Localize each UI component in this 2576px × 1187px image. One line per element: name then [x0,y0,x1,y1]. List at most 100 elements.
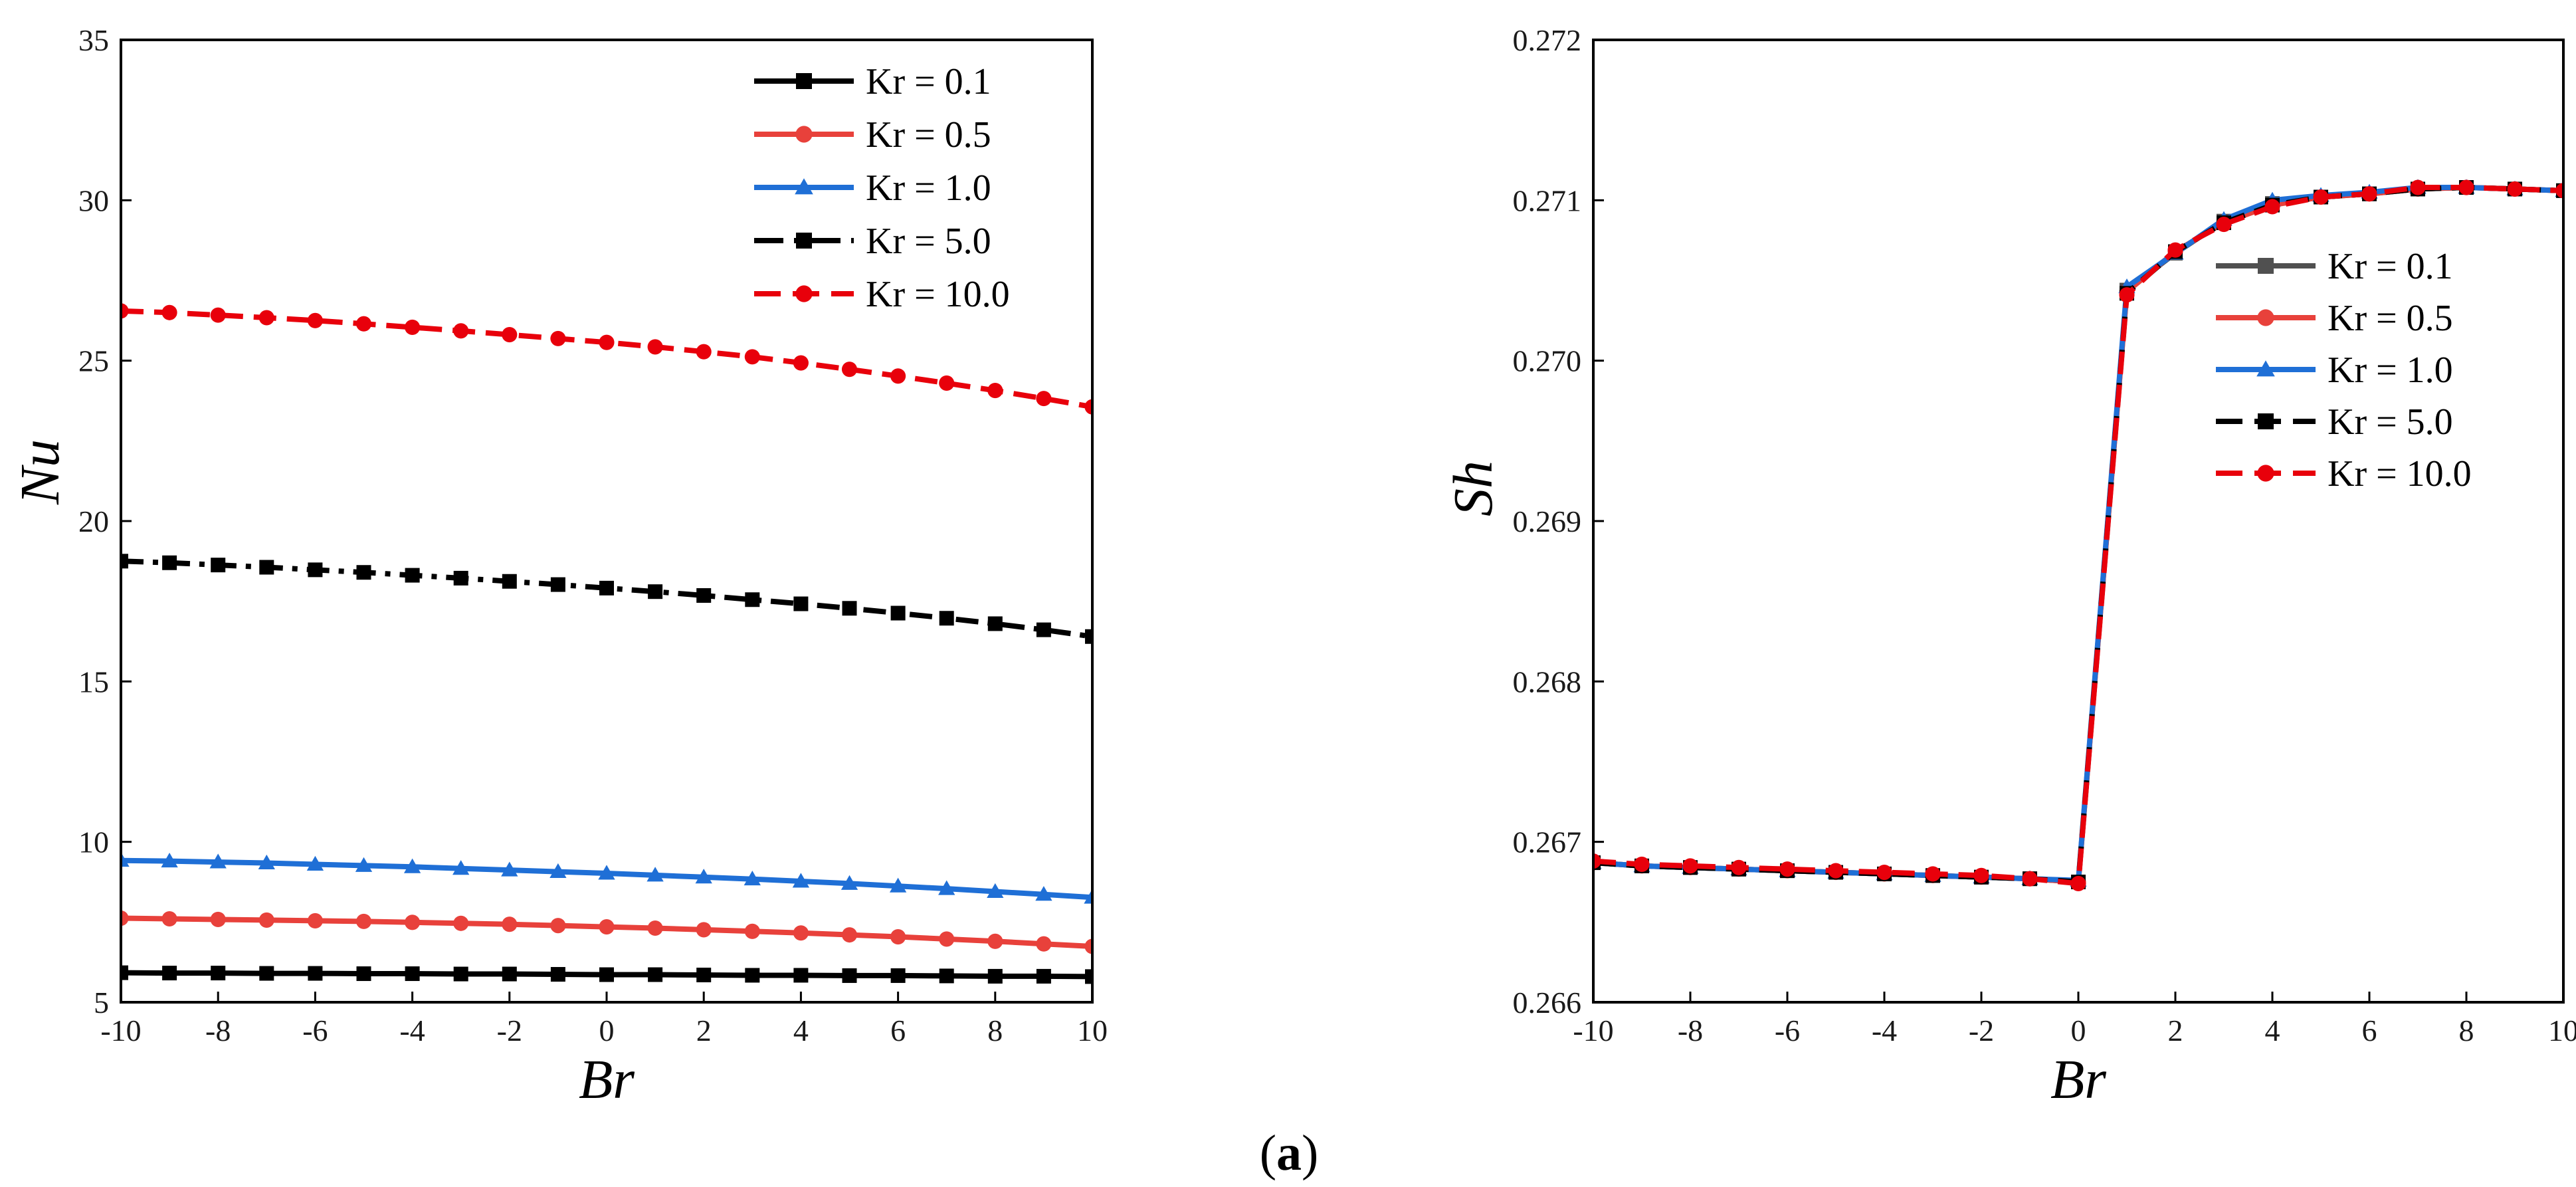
nu-data-point [987,883,1004,898]
nu-data-point [1036,391,1052,407]
nu-y-tick-label: 15 [78,665,109,699]
sh-series-kr-4 [1593,179,2563,891]
nu-y-tick-label: 30 [78,183,109,217]
sh-legend-entry: Kr = 1.0 [2216,350,2453,391]
nu-legend-marker [796,233,812,249]
nu-legend-marker [795,285,813,302]
sh-data-point [1731,859,1747,875]
nu-data-point [1085,629,1092,644]
nu-data-point [258,310,274,326]
nu-legend-marker [795,178,813,195]
sh-y-tick-label: 0.270 [1513,344,1582,378]
caption-close-paren: ) [1302,1125,1318,1181]
nu-legend-entry: Kr = 0.1 [754,61,991,102]
nu-series-kr-1 [121,910,1092,954]
nu-x-tick-label: 2 [696,1014,712,1047]
nu-data-point [502,327,518,343]
sh-data-point [1828,863,1844,879]
nu-data-point [355,913,372,929]
sh-series-line [1593,185,2563,885]
sh-data-point [1973,867,1989,883]
sh-x-tick-label: -4 [1872,1014,1897,1047]
nu-data-point [1085,969,1092,984]
nu-data-point [550,577,565,592]
nu-series-kr-4 [121,303,1092,415]
nu-data-point [939,611,954,626]
nu-y-tick-label: 10 [78,825,109,859]
nu-data-point [162,555,177,570]
nu-data-point [501,861,518,877]
sh-y-tick-label: 0.267 [1513,825,1582,859]
sh-data-point [2167,242,2183,258]
nu-data-point [211,558,226,573]
nu-legend-label: Kr = 5.0 [866,221,991,262]
nu-series-layer [121,303,1092,984]
sh-data-point [2555,183,2563,199]
sh-legend-marker [2256,360,2275,377]
nu-y-tick-label: 20 [78,504,109,538]
nu-data-point [745,592,760,607]
nu-data-point [356,565,371,580]
nu-data-point [307,312,323,328]
nu-data-point [647,920,663,936]
nu-data-point [744,923,760,939]
sh-legend-entry: Kr = 0.1 [2216,246,2453,287]
sh-x-tick-label: 0 [2071,1014,2086,1047]
nu-data-point [695,869,712,884]
nu-y-axis-title: Nu [9,439,71,505]
sh-legend-label: Kr = 10.0 [2328,453,2472,494]
nu-y-tick-label: 5 [94,986,109,1020]
sh-data-point [1634,856,1650,873]
nu-data-point [405,966,420,982]
nu-data-point [889,877,907,893]
sh-legend-label: Kr = 5.0 [2328,401,2453,443]
nu-data-point [841,362,858,378]
sh-y-tick-label: 0.266 [1513,986,1582,1020]
nu-data-point [646,867,664,882]
sh-x-tick-label: 8 [2459,1014,2474,1047]
nu-data-point [1036,968,1051,984]
nu-data-point [842,601,857,616]
nu-data-point [550,918,566,934]
nu-data-point [793,596,809,611]
nu-data-point [939,931,955,947]
nu-data-point [121,852,130,867]
sh-legend-entry: Kr = 5.0 [2216,401,2453,443]
nu-data-point [1084,938,1092,954]
nu-data-point [355,857,373,872]
sh-y-tick-label: 0.269 [1513,504,1582,538]
nu-data-point [696,588,712,603]
nu-x-tick-label: 6 [890,1014,906,1047]
nu-data-point [355,316,372,332]
sh-y-tick-label: 0.272 [1513,23,1582,57]
nu-data-point [453,323,469,339]
nu-x-tick-label: 10 [1077,1014,1108,1047]
nu-data-point [211,966,226,981]
sh-legend-label: Kr = 1.0 [2328,350,2453,391]
nu-x-tick-label: -8 [205,1014,231,1047]
sh-x-tick-label: 2 [2168,1014,2183,1047]
nu-data-point [405,915,421,930]
nu-data-point [696,922,712,938]
caption-open-paren: ( [1260,1125,1276,1181]
sh-x-axis-title: Br [2050,1049,2106,1111]
nu-data-point [259,966,274,981]
sh-series-line [1593,185,2563,883]
nu-data-point [307,913,323,928]
sh-legend: Kr = 0.1 Kr = 0.5 Kr = 1.0 Kr = 5.0 Kr = 10.… [2216,246,2472,494]
nu-data-point [1035,886,1052,901]
caption-letter: a [1276,1125,1302,1181]
sh-y-tick-label: 0.271 [1513,183,1582,217]
nu-data-point [403,858,421,873]
sh-x-tick-label: 10 [2548,1014,2576,1047]
nu-data-point [648,967,663,982]
nu-data-point [792,873,810,888]
sh-data-point [1682,858,1698,874]
sh-series-line [1593,185,2563,887]
sh-ticks-layer: -10 -8 -6 -4 -2 0 2 4 6 8 10 0.266 0.267 0.268 0.269 0.… [1513,23,2576,1047]
nu-x-tick-label: -4 [399,1014,425,1047]
nu-data-point [1036,936,1052,952]
nu-data-point [306,855,324,871]
nu-data-point [793,355,809,371]
nu-data-point [648,584,663,599]
